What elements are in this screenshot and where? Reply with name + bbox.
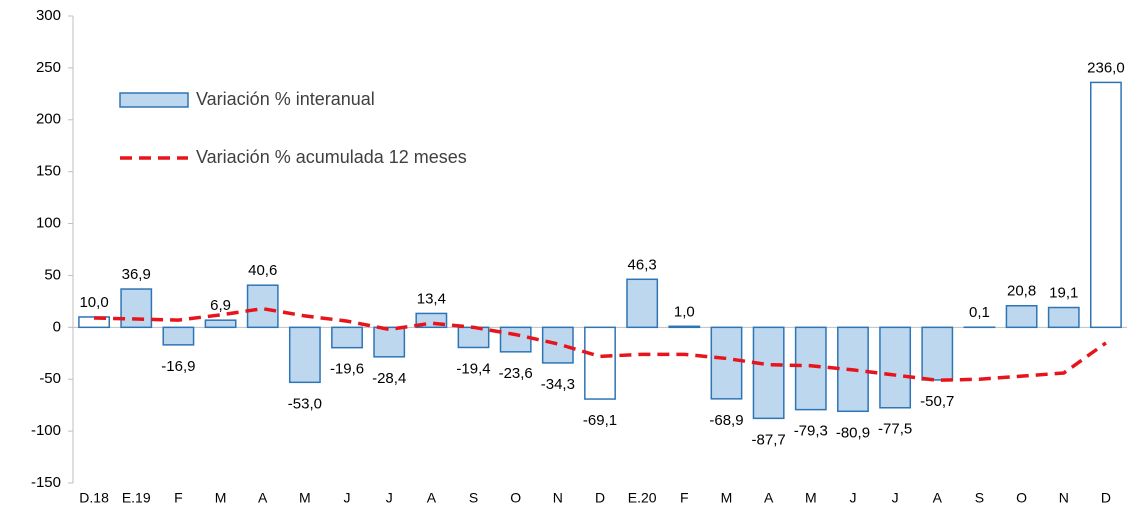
data-label: 40,6 xyxy=(248,262,277,279)
data-label: 10,0 xyxy=(79,294,108,311)
data-label: 236,0 xyxy=(1087,59,1125,76)
bar xyxy=(752,326,785,420)
y-tick-label: -100 xyxy=(31,422,61,439)
data-label: 36,9 xyxy=(122,266,151,283)
bar xyxy=(331,326,363,349)
y-tick-label: -150 xyxy=(31,474,61,491)
x-tick-label: M xyxy=(215,490,227,506)
x-tick-label: N xyxy=(553,490,563,506)
data-label: -19,6 xyxy=(330,361,364,378)
x-tick-label: M xyxy=(721,490,733,506)
data-label: -34,3 xyxy=(541,376,575,393)
bar xyxy=(1089,81,1122,329)
bar xyxy=(921,326,954,381)
bar xyxy=(541,326,574,364)
legend-label: Variación % interanual xyxy=(196,89,375,109)
bar xyxy=(288,326,321,384)
x-tick-label: A xyxy=(427,490,437,506)
bar xyxy=(162,326,195,346)
x-tick-label: S xyxy=(469,490,478,506)
data-label: -16,9 xyxy=(161,358,195,375)
x-tick-label: D xyxy=(1101,490,1111,506)
bar xyxy=(1005,304,1038,329)
x-tick-label: J xyxy=(892,490,899,506)
y-tick-label: 200 xyxy=(36,111,61,128)
y-tick-label: 0 xyxy=(53,318,61,335)
bar xyxy=(78,316,111,329)
x-tick-label: E.19 xyxy=(122,490,151,506)
data-label: -68,9 xyxy=(709,412,743,429)
y-tick-label: 150 xyxy=(36,163,61,180)
data-label: -77,5 xyxy=(878,421,912,438)
data-label: -19,4 xyxy=(456,360,490,377)
data-label: 0,1 xyxy=(969,304,990,321)
bar xyxy=(794,326,827,411)
x-tick-label: S xyxy=(975,490,984,506)
bar xyxy=(1047,306,1080,329)
x-tick-label: O xyxy=(1016,490,1027,506)
y-tick-label: 300 xyxy=(36,7,61,24)
data-label: 1,0 xyxy=(674,303,695,320)
y-tick-label: 100 xyxy=(36,215,61,232)
x-tick-label: A xyxy=(258,490,268,506)
data-label: -28,4 xyxy=(372,370,406,387)
x-tick-label: M xyxy=(805,490,817,506)
y-tick-label: -50 xyxy=(39,370,61,387)
data-label: 46,3 xyxy=(628,256,657,273)
legend-swatch xyxy=(119,92,189,108)
bar xyxy=(584,326,616,400)
bar xyxy=(499,326,532,353)
bar xyxy=(204,319,237,329)
y-tick-label: 250 xyxy=(36,59,61,76)
x-tick-label: A xyxy=(764,490,774,506)
bar xyxy=(710,326,743,400)
bar xyxy=(120,288,153,329)
bar xyxy=(668,325,701,329)
bar xyxy=(626,278,659,329)
bar xyxy=(457,326,490,349)
data-label: 6,9 xyxy=(210,297,231,314)
data-label: -79,3 xyxy=(794,423,828,440)
data-label: -53,0 xyxy=(288,395,322,412)
data-label: -50,7 xyxy=(920,393,954,410)
legend-label: Variación % acumulada 12 meses xyxy=(196,147,467,167)
data-label: 20,8 xyxy=(1007,283,1036,300)
x-tick-label: N xyxy=(1059,490,1069,506)
data-label: 13,4 xyxy=(417,290,446,307)
bar xyxy=(373,326,406,358)
x-tick-label: O xyxy=(510,490,521,506)
bar xyxy=(246,284,279,329)
data-label: -69,1 xyxy=(583,412,617,429)
data-label: -87,7 xyxy=(752,431,786,448)
x-tick-label: J xyxy=(849,490,856,506)
x-tick-label: E.20 xyxy=(628,490,657,506)
x-tick-label: A xyxy=(933,490,943,506)
data-label: -80,9 xyxy=(836,424,870,441)
x-tick-label: J xyxy=(386,490,393,506)
x-tick-label: D xyxy=(595,490,605,506)
data-label: -23,6 xyxy=(499,365,533,382)
bar xyxy=(879,326,912,409)
x-tick-label: M xyxy=(299,490,311,506)
x-tick-label: F xyxy=(174,490,183,506)
x-tick-label: F xyxy=(680,490,689,506)
data-label: 19,1 xyxy=(1049,284,1078,301)
x-tick-label: D.18 xyxy=(79,490,109,506)
x-tick-label: J xyxy=(344,490,351,506)
y-tick-label: 50 xyxy=(44,266,61,283)
